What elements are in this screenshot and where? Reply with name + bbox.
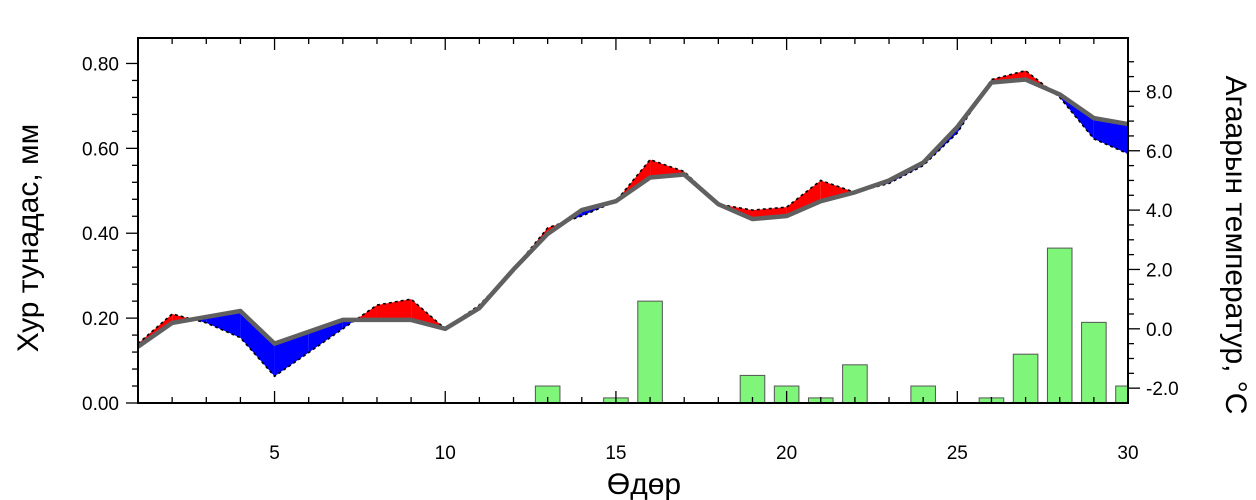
- anomaly-fill-segment: [581, 201, 616, 217]
- precipitation-bars: [534, 247, 1129, 404]
- precipitation-bar: [637, 300, 663, 404]
- x-tick-label: 15: [605, 443, 626, 464]
- x-tick-label: 10: [435, 443, 456, 464]
- anomaly-fill-segment: [1093, 118, 1128, 154]
- y-left-axis-title: Хур тунадас, мм: [12, 124, 45, 352]
- x-tick-label: 30: [1117, 443, 1138, 464]
- anomaly-fill-layer: [138, 70, 1128, 377]
- x-tick-label: 25: [947, 443, 968, 464]
- anomaly-fill-segment: [376, 299, 412, 320]
- precipitation-bar: [1046, 247, 1073, 404]
- y-right-tick-label: -2.0: [1146, 379, 1179, 400]
- anomaly-fill-segment: [355, 305, 377, 320]
- plot-frame: [137, 37, 1129, 404]
- anomaly-fill-segment: [1059, 94, 1094, 139]
- y-right-tick-label: 4.0: [1146, 201, 1172, 222]
- anomaly-fill-segment: [786, 180, 821, 217]
- y-left-tick-label: 0.80: [82, 54, 119, 75]
- y-left-tick-label: 0.40: [82, 224, 119, 245]
- y-right-tick-label: 0.0: [1146, 320, 1172, 341]
- x-axis-title: Өдөр: [607, 468, 681, 500]
- y-right-tick-label: 6.0: [1146, 142, 1172, 163]
- y-right-tick-label: 8.0: [1146, 82, 1172, 103]
- tick-labels: 5 10 15 20 25 30 0.00 0.20 0.40 0.60 0.80 -2.0 0.0 2.…: [82, 54, 1179, 464]
- precipitation-bar: [1012, 353, 1039, 404]
- y-left-tick-label: 0.20: [82, 309, 119, 330]
- precipitation-bar: [1081, 321, 1107, 404]
- temperature-line: [137, 69, 1129, 378]
- y-right-tick-label: 2.0: [1146, 260, 1172, 281]
- anomaly-fill-segment: [308, 319, 343, 353]
- y-right-axis-title: Агаарын температур, °C: [1219, 76, 1252, 415]
- temperature-lines: [136, 69, 1129, 378]
- x-tick-label: 20: [776, 443, 797, 464]
- y-left-tick-label: 0.60: [82, 139, 119, 160]
- precipitation-bar: [1115, 385, 1129, 404]
- anomaly-fill-segment: [820, 180, 855, 202]
- y-left-tick-label: 0.00: [82, 394, 119, 415]
- temperature-mean-line: [136, 77, 1129, 349]
- x-tick-label: 5: [269, 443, 280, 464]
- anomaly-fill-segment: [240, 311, 275, 377]
